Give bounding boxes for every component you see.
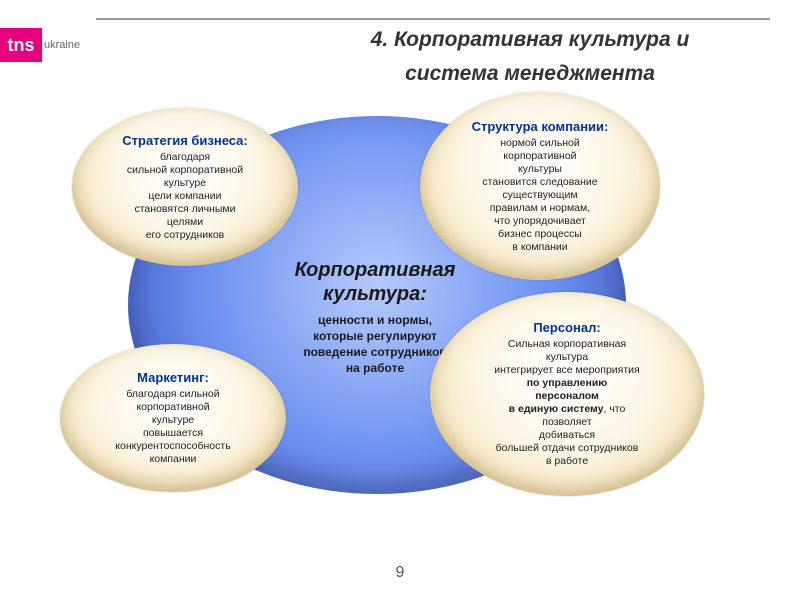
bubble-structure-body: нормой сильнойкорпоративнойкультурыстано… bbox=[482, 137, 597, 254]
central-sub-1: ценности и нормы, bbox=[260, 312, 490, 328]
top-divider bbox=[96, 18, 770, 20]
bubble-personnel-body: Сильная корпоративнаякультураинтегрирует… bbox=[494, 338, 639, 468]
slide-title: 4. Корпоративная культура и система мене… bbox=[300, 28, 760, 86]
logo-brand: tns bbox=[0, 28, 42, 62]
bubble-personnel-title: Персонал: bbox=[533, 320, 600, 335]
bubble-strategy-title: Стратегия бизнеса: bbox=[122, 133, 247, 148]
central-heading-1: Корпоративная bbox=[260, 258, 490, 282]
page-number: 9 bbox=[0, 564, 800, 582]
bubble-structure-title: Структура компании: bbox=[472, 119, 609, 134]
bubble-strategy: Стратегия бизнеса: благодарясильной корп… bbox=[72, 108, 298, 266]
bubble-strategy-body: благодарясильной корпоративнойкультуреце… bbox=[127, 151, 243, 242]
title-line-1: 4. Корпоративная культура и bbox=[300, 28, 760, 52]
bubble-marketing-body: благодаря сильнойкорпоративнойкультурепо… bbox=[115, 388, 230, 466]
bubble-marketing: Маркетинг: благодаря сильнойкорпоративно… bbox=[60, 344, 286, 492]
title-line-2: система менеджмента bbox=[300, 62, 760, 86]
bubble-structure: Структура компании: нормой сильнойкорпор… bbox=[420, 92, 660, 280]
bubble-personnel: Персонал: Сильная корпоративнаякультураи… bbox=[430, 292, 704, 496]
logo-sub: ukraine bbox=[42, 28, 80, 62]
bubble-marketing-title: Маркетинг: bbox=[137, 370, 209, 385]
logo: tns ukraine bbox=[0, 28, 90, 62]
central-heading-2: культура: bbox=[260, 282, 490, 306]
